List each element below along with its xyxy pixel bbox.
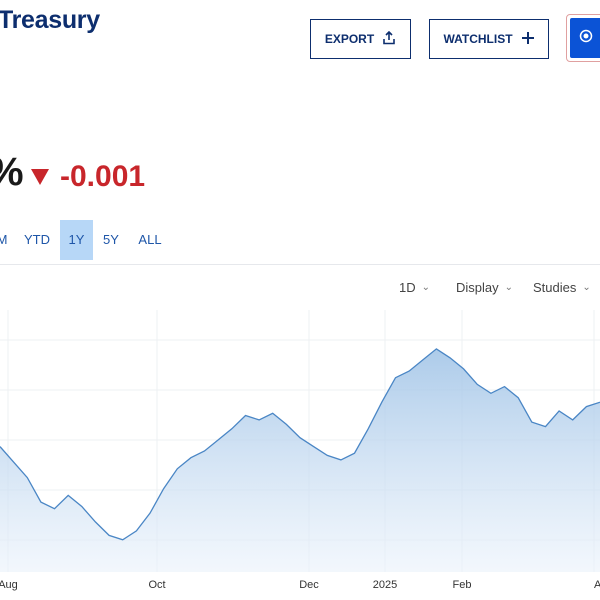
x-tick-label: Feb <box>453 579 472 591</box>
chevron-down-icon: ⌄ <box>421 282 431 293</box>
range-1y[interactable]: 1Y <box>60 220 93 260</box>
range-ytd[interactable]: YTD <box>24 232 50 247</box>
live-button[interactable] <box>566 14 600 62</box>
page-title: Treasury <box>0 6 100 34</box>
plus-icon <box>521 31 535 48</box>
radio-icon <box>579 29 593 48</box>
section-divider <box>0 264 600 265</box>
export-button[interactable]: EXPORT <box>310 19 411 59</box>
range-5y[interactable]: 5Y <box>103 232 119 247</box>
price-value: % <box>0 150 24 195</box>
chevron-down-icon: ⌄ <box>504 282 514 293</box>
down-arrow-icon <box>30 168 50 186</box>
x-tick-label: Dec <box>299 579 319 591</box>
watchlist-button[interactable]: WATCHLIST <box>429 19 549 59</box>
export-label: EXPORT <box>324 32 375 46</box>
export-icon <box>382 30 396 48</box>
series-line <box>0 348 600 541</box>
chevron-down-icon: ⌄ <box>582 282 591 293</box>
watchlist-label: WATCHLIST <box>443 32 513 46</box>
x-axis: Aug Oct Dec 2025 Feb A <box>0 579 600 591</box>
x-tick-label: Aug <box>0 579 18 591</box>
interval-label: 1D <box>399 280 416 295</box>
area-fill <box>0 348 600 572</box>
interval-dropdown[interactable]: 1D ⌄ <box>399 280 430 295</box>
studies-label: Studies <box>533 280 577 295</box>
x-tick-label: 2025 <box>373 579 397 591</box>
studies-dropdown[interactable]: Studies ⌄ <box>533 280 591 295</box>
price-chart[interactable]: Aug Oct Dec 2025 Feb A <box>0 300 600 600</box>
price-change: -0.001 <box>30 160 145 194</box>
x-tick-label: A <box>594 579 600 591</box>
display-label: Display <box>456 280 499 295</box>
range-m[interactable]: M <box>0 232 8 247</box>
x-tick-label: Oct <box>148 579 165 591</box>
change-value: -0.001 <box>60 160 146 193</box>
display-dropdown[interactable]: Display ⌄ <box>456 280 513 295</box>
range-all[interactable]: ALL <box>138 232 162 247</box>
